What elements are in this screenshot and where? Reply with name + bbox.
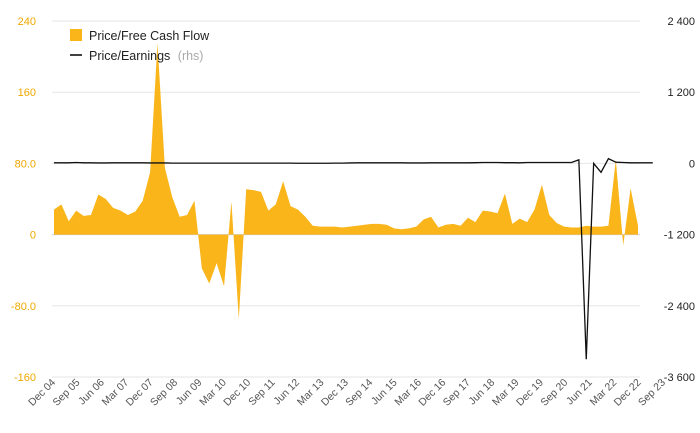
x-tick-label: Dec 10 — [221, 377, 253, 409]
gridlines — [52, 20, 640, 378]
right-axis: 2 400 1 200 0 -1 200 -2 400 -3 600 — [664, 16, 695, 384]
right-tick-label: 2 400 — [667, 16, 695, 28]
legend-label-pe-suffix: (rhs) — [178, 49, 204, 63]
left-tick-label: 240 — [18, 16, 36, 28]
legend-label-pe: Price/Earnings — [89, 49, 170, 63]
left-tick-label: 0 — [30, 230, 36, 242]
left-tick-label: 160 — [18, 87, 36, 99]
x-tick-label: Sep 05 — [50, 377, 82, 409]
x-tick-label: Sep 17 — [441, 377, 473, 409]
right-tick-label: -2 400 — [664, 301, 695, 313]
pe-line — [54, 157, 653, 360]
right-tick-label: -3 600 — [664, 372, 695, 384]
x-tick-label: Sep 14 — [343, 377, 375, 409]
right-tick-label: 0 — [689, 158, 695, 170]
x-tick-label: Sep 20 — [538, 377, 570, 409]
right-tick-label: 1 200 — [667, 87, 695, 99]
x-tick-label: Sep 11 — [246, 377, 278, 409]
pe-line-layer — [54, 157, 653, 360]
pfcf-area-layer — [54, 43, 638, 320]
pfcf-area — [54, 43, 638, 320]
right-tick-label: -1 200 — [664, 230, 695, 242]
x-tick-label: Sep 08 — [148, 377, 180, 409]
svg-text:Price/Earnings (rhs): Price/Earnings (rhs) — [89, 49, 203, 63]
left-tick-label: 80.0 — [15, 158, 36, 170]
left-tick-label: -80.0 — [11, 301, 36, 313]
left-tick-label: -160 — [14, 372, 36, 384]
legend: Price/Free Cash Flow Price/Earnings (rhs… — [70, 29, 210, 63]
legend-label-pfcf: Price/Free Cash Flow — [89, 29, 210, 43]
x-tick-label: Sep 23 — [636, 377, 668, 409]
left-axis: 240 160 80.0 0 -80.0 -160 — [11, 16, 36, 384]
legend-swatch-pfcf — [70, 29, 82, 41]
